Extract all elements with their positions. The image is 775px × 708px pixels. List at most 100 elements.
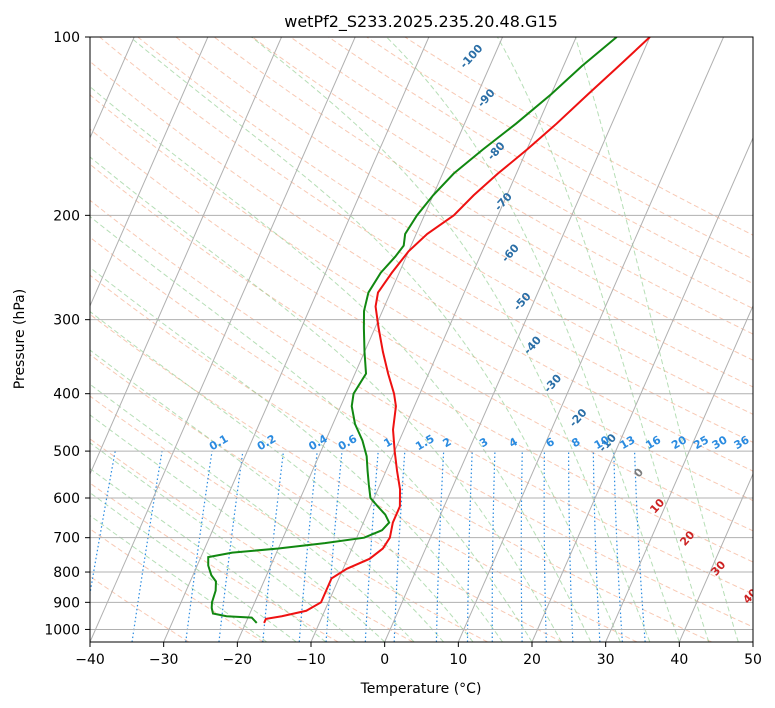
mixing-ratio-line bbox=[491, 451, 496, 642]
x-axis-title: Temperature (°C) bbox=[360, 681, 482, 697]
dry-adiabat-label: -70 bbox=[492, 190, 515, 214]
mixing-ratio-label: 2 bbox=[440, 435, 453, 450]
dry-adiabat-line bbox=[251, 37, 753, 335]
y-tick-label: 100 bbox=[53, 30, 80, 46]
isotherm-gridline bbox=[605, 304, 753, 642]
mixing-ratio-line bbox=[435, 451, 445, 642]
mixing-ratio-line bbox=[592, 451, 601, 642]
isotherm-gridline bbox=[678, 472, 753, 642]
moist-adiabat-label: 40 bbox=[740, 586, 760, 606]
isotherm-gridline bbox=[90, 37, 356, 642]
plot-frame bbox=[89, 36, 754, 643]
dry-adiabat-label: -60 bbox=[499, 241, 522, 265]
y-tick-label: 500 bbox=[53, 444, 80, 460]
x-tick-label: 10 bbox=[449, 652, 467, 668]
mixing-ratio-label: 30 bbox=[710, 433, 730, 452]
moist-adiabat-line bbox=[90, 467, 327, 642]
plot-area: -100-90-80-70-60-50-40-30-20-10010203040… bbox=[0, 37, 760, 642]
dry-adiabat-label: -100 bbox=[457, 42, 485, 71]
isotherm-gridline bbox=[0, 37, 61, 642]
moist-adiabat-line bbox=[497, 37, 710, 642]
mixing-ratio-line bbox=[131, 451, 163, 642]
x-tick-label: 40 bbox=[670, 652, 688, 668]
y-tick-label: 600 bbox=[53, 491, 80, 507]
dry-adiabat-label: -90 bbox=[475, 86, 498, 110]
dry-adiabat-line bbox=[175, 37, 753, 388]
mixing-ratio-line bbox=[466, 451, 473, 642]
dry-adiabat-line bbox=[99, 37, 753, 443]
y-tick-label: 900 bbox=[53, 595, 80, 611]
mixing-ratio-line bbox=[262, 451, 285, 642]
moist-adiabat-line bbox=[90, 310, 474, 642]
x-tick-label: 20 bbox=[523, 652, 541, 668]
moist-adiabat-line bbox=[386, 37, 680, 642]
dry-adiabat-line bbox=[90, 575, 190, 642]
isotherm-gridline bbox=[90, 37, 282, 476]
dry-adiabat-line bbox=[90, 128, 753, 532]
moist-adiabat-line bbox=[129, 37, 621, 642]
x-tick-label: −20 bbox=[223, 652, 253, 668]
dry-adiabat-line bbox=[90, 482, 339, 642]
isotherm-gridline bbox=[310, 37, 577, 642]
dry-adiabat-line bbox=[90, 274, 712, 642]
moist-adiabat-line bbox=[90, 383, 415, 642]
y-axis-title: Pressure (hPa) bbox=[12, 289, 28, 389]
chart-title: wetPf2_S233.2025.235.20.48.G15 bbox=[284, 12, 558, 32]
moist-adiabat-line bbox=[90, 215, 533, 642]
isotherm-gridline bbox=[531, 136, 753, 642]
mixing-ratio-line bbox=[393, 451, 406, 642]
moist-adiabat-line bbox=[90, 414, 386, 642]
dry-adiabat-line bbox=[213, 37, 753, 361]
axes: −40 −30 −20 −10 0 10 20 30 40 5010020030040050060… bbox=[44, 30, 762, 668]
dry-adiabat-label: -40 bbox=[521, 333, 544, 357]
moist-adiabat-line bbox=[251, 37, 651, 642]
y-tick-label: 200 bbox=[53, 208, 80, 224]
moist-adiabat-line bbox=[90, 492, 297, 642]
dry-adiabat-line bbox=[90, 353, 563, 642]
y-tick-label: 800 bbox=[53, 565, 80, 581]
mixing-ratio-label: 16 bbox=[643, 433, 663, 452]
isotherm-gridline bbox=[236, 37, 503, 642]
x-tick-label: −40 bbox=[75, 652, 105, 668]
mixing-ratio-line bbox=[185, 451, 213, 642]
mixing-ratio-line bbox=[90, 450, 116, 597]
x-tick-label: −10 bbox=[296, 652, 326, 668]
temperature-profile-line bbox=[263, 37, 651, 624]
mixing-ratio-label: 6 bbox=[544, 435, 557, 450]
moist-adiabat-line bbox=[90, 349, 444, 642]
moist-adiabat-line bbox=[90, 86, 592, 642]
dry-adiabat-line bbox=[90, 395, 488, 642]
x-tick-label: 30 bbox=[597, 652, 615, 668]
moist-adiabat-line bbox=[90, 442, 356, 642]
mixing-ratio-line bbox=[218, 451, 244, 642]
dry-adiabat-line bbox=[90, 313, 638, 642]
mixing-ratio-label: 3 bbox=[477, 435, 490, 450]
dewpoint-profile-line bbox=[207, 37, 618, 624]
moist-adiabat-label: 30 bbox=[708, 558, 728, 578]
moist-adiabat-label: 20 bbox=[677, 528, 697, 548]
dry-adiabat-line bbox=[90, 163, 753, 563]
dry-adiabat-label: -80 bbox=[485, 139, 508, 163]
mixing-ratio-line bbox=[364, 451, 379, 642]
y-tick-label: 1000 bbox=[44, 622, 80, 638]
dry-adiabat-label: -20 bbox=[567, 406, 590, 430]
y-tick-label: 300 bbox=[53, 313, 80, 329]
y-tick-label: 400 bbox=[53, 387, 80, 403]
moist-adiabat-line bbox=[574, 37, 739, 642]
moist-adiabat-line bbox=[90, 156, 562, 642]
isotherm-gridline bbox=[90, 37, 209, 308]
x-tick-label: 0 bbox=[380, 652, 389, 668]
x-tick-label: −30 bbox=[149, 652, 179, 668]
mixing-ratio-label: 36 bbox=[732, 433, 752, 452]
mixing-ratio-line bbox=[568, 451, 574, 642]
isotherm-gridline bbox=[457, 37, 724, 642]
mixing-ratio-line bbox=[298, 451, 318, 642]
dry-adiabat-line bbox=[137, 37, 753, 415]
y-tick-label: 700 bbox=[53, 531, 80, 547]
mixing-ratio-label: 20 bbox=[669, 433, 689, 452]
dry-adiabat-line bbox=[90, 236, 753, 628]
mixing-ratio-label: 1.5 bbox=[413, 432, 436, 453]
dry-adiabat-line bbox=[290, 37, 753, 310]
